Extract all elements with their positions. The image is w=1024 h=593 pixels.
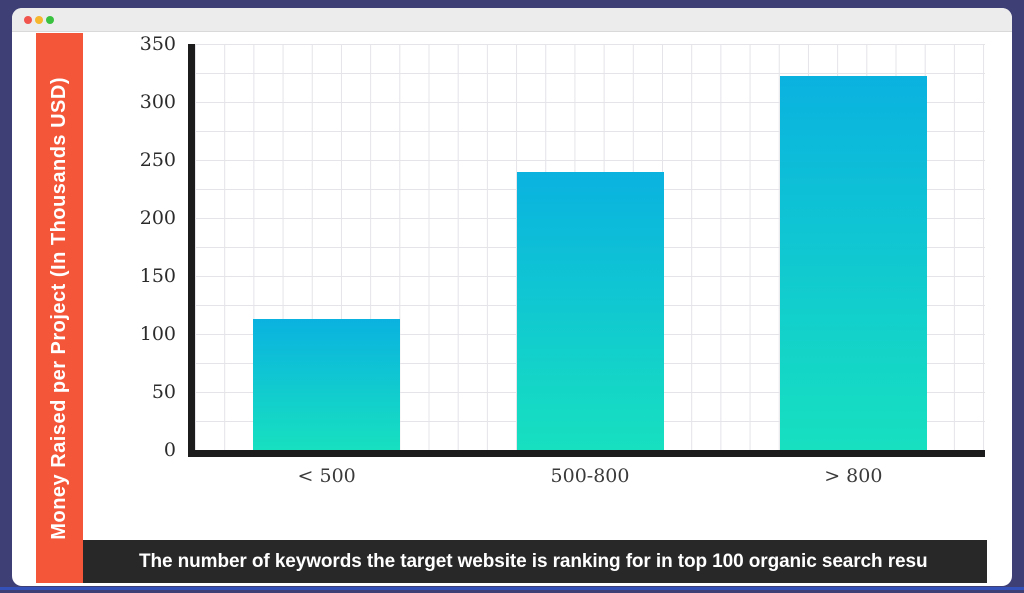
x-axis-title-text: The number of keywords the target websit… — [139, 550, 928, 572]
x-tick-label: 500-800 — [550, 465, 630, 487]
y-tick-label: 200 — [139, 207, 176, 229]
x-axis-tick-labels: < 500 500-800 > 800 — [195, 465, 985, 493]
x-tick-label: < 500 — [297, 465, 356, 487]
y-tick-label: 100 — [139, 323, 176, 345]
chart-bar — [516, 171, 664, 450]
y-tick-label: 350 — [139, 33, 176, 55]
y-tick-label: 300 — [139, 91, 176, 113]
y-tick-label: 150 — [139, 265, 176, 287]
minimize-button[interactable] — [35, 15, 43, 24]
y-axis-tick-labels: 0 50 100 150 200 250 300 350 — [92, 33, 176, 461]
y-tick-label: 0 — [163, 439, 176, 461]
y-tick-label: 250 — [139, 149, 176, 171]
y-axis-title-bar: Money Raised per Project (In Thousands U… — [36, 33, 83, 583]
chart-bar — [779, 76, 927, 450]
chart-bar — [253, 318, 401, 450]
bottom-accent-line — [0, 587, 1024, 590]
y-tick-label: 50 — [151, 381, 176, 403]
window-titlebar — [12, 8, 1012, 32]
bar-series — [195, 44, 985, 450]
browser-window: Money Raised per Project (In Thousands U… — [12, 8, 1012, 586]
x-axis-title-banner: The number of keywords the target websit… — [83, 540, 987, 583]
x-tick-label: > 800 — [824, 465, 883, 487]
plot-area — [188, 44, 985, 457]
maximize-button[interactable] — [46, 15, 54, 24]
y-axis-title-text: Money Raised per Project (In Thousands U… — [48, 76, 70, 540]
close-button[interactable] — [24, 15, 32, 24]
